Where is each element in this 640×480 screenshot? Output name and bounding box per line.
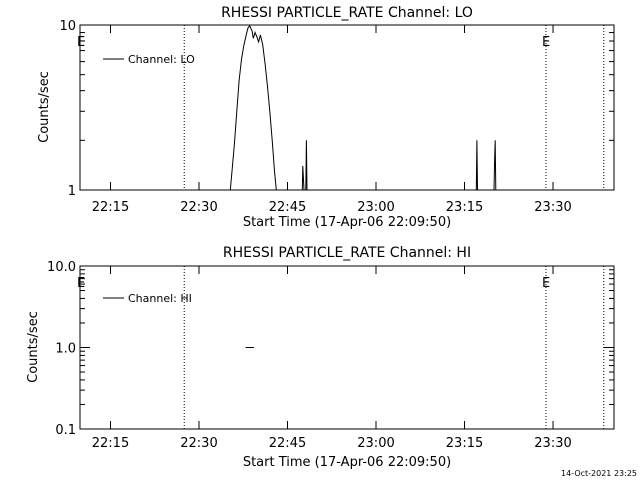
y-tick-label: 0.1	[55, 423, 76, 438]
y-tick-label: 10	[59, 19, 76, 34]
panel-hi: RHESSI PARTICLE_RATE Channel: HI Start T…	[26, 245, 615, 470]
y-tick-label: 1	[68, 184, 76, 199]
x-tick-label: 22:45	[269, 200, 306, 215]
x-tick-label: 22:45	[269, 436, 306, 451]
panel-lo: RHESSI PARTICLE_RATE Channel: LO Start T…	[37, 5, 615, 230]
event-marker-label: E	[77, 35, 85, 50]
x-tick-label: 22:15	[92, 436, 129, 451]
event-marker-label: E	[542, 276, 550, 291]
plot-frame	[79, 265, 615, 430]
series-line	[493, 140, 497, 191]
y-tick-label: 1.0	[55, 342, 76, 357]
x-axis-label: Start Time (17-Apr-06 22:09:50)	[243, 215, 451, 230]
x-tick-label: 23:00	[357, 436, 394, 451]
y-axis-label: Counts/sec	[26, 311, 41, 383]
legend-label: Channel: LO	[128, 53, 195, 66]
series-line	[229, 24, 277, 191]
x-tick-label: 23:15	[446, 436, 483, 451]
x-tick-label: 23:00	[357, 200, 394, 215]
y-axis-label: Counts/sec	[37, 71, 52, 143]
y-tick-label: 10.0	[47, 260, 76, 275]
x-tick-label: 22:30	[180, 200, 217, 215]
series-line	[305, 140, 308, 191]
x-tick-label: 22:30	[180, 436, 217, 451]
chart-title: RHESSI PARTICLE_RATE Channel: HI	[223, 245, 471, 261]
footer-timestamp: 14-Oct-2021 23:25	[561, 469, 637, 478]
x-tick-label: 23:30	[534, 436, 571, 451]
series-line	[301, 165, 305, 191]
event-marker-label: E	[77, 276, 85, 291]
legend-label: Channel: HI	[128, 292, 192, 305]
plot-frame	[79, 24, 615, 191]
x-tick-label: 23:30	[534, 200, 571, 215]
x-tick-label: 23:15	[446, 200, 483, 215]
x-tick-label: 22:15	[92, 200, 129, 215]
event-marker-label: E	[542, 35, 550, 50]
chart-title: RHESSI PARTICLE_RATE Channel: LO	[221, 5, 473, 21]
x-axis-label: Start Time (17-Apr-06 22:09:50)	[243, 455, 451, 470]
series-line	[475, 140, 478, 191]
